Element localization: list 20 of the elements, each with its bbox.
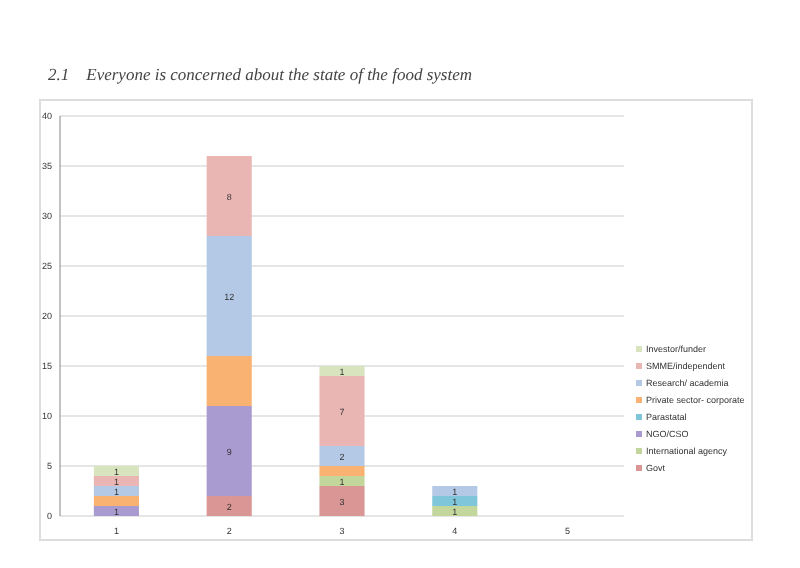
bar <box>319 486 365 516</box>
bar <box>319 366 365 376</box>
bar <box>432 506 478 516</box>
bar <box>319 446 365 466</box>
bar <box>93 466 139 476</box>
chart-title: 2.1 Everyone is concerned about the state of the food system <box>48 64 472 84</box>
bar <box>432 496 478 506</box>
bar <box>319 466 365 476</box>
bar <box>206 156 252 236</box>
bar <box>319 376 365 446</box>
bar <box>206 496 252 516</box>
bar <box>206 356 252 406</box>
bar <box>206 236 252 356</box>
bar <box>206 406 252 496</box>
bar <box>93 506 139 516</box>
bar <box>93 476 139 486</box>
bar <box>93 496 139 506</box>
bar <box>432 486 478 496</box>
bar <box>93 486 139 496</box>
bar <box>319 476 365 486</box>
